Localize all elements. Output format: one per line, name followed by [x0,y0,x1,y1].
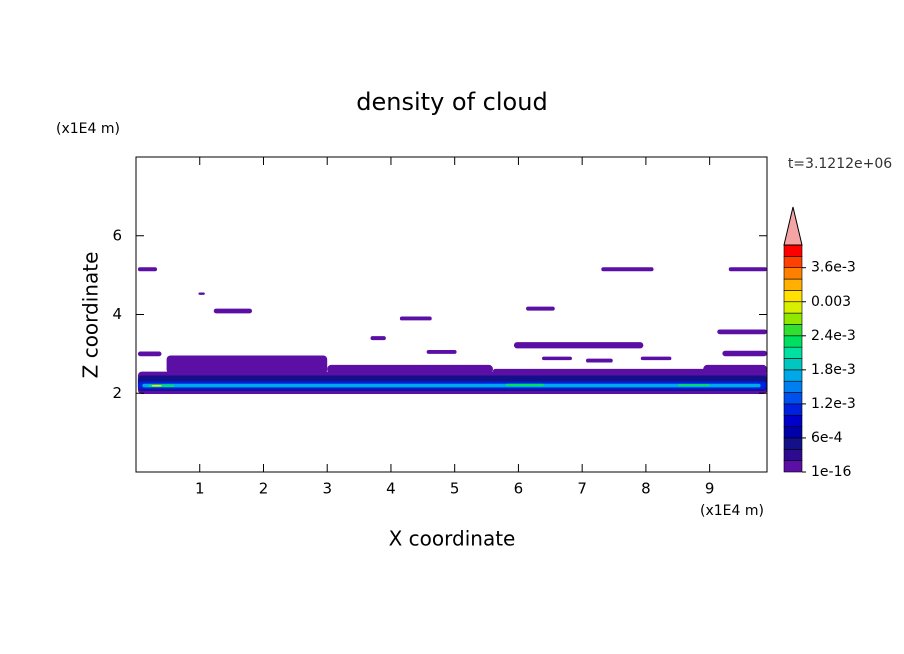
y-tick-label: 4 [112,305,122,323]
colorbar-band [783,335,803,348]
colorbar-tick-label: 1e-16 [811,464,851,480]
chart-title: density of cloud [356,88,547,116]
contour-region [717,329,767,335]
contour-region [601,267,654,272]
contour-region [542,356,572,361]
contour-region [198,292,205,295]
contour-region [370,336,386,341]
colorbar-band [783,256,803,269]
colorbar-band [783,369,803,382]
contour-region [703,364,767,374]
colorbar-tick-label: 1.2e-3 [811,396,856,412]
plot-frame [135,156,768,473]
y-axis-label: Z coordinate [79,252,103,379]
x-unit: (x1E4 m) [700,503,764,519]
colorbar-band [783,448,803,461]
contour-region [166,355,328,374]
x-tick-label: 3 [322,480,332,498]
contour-region [137,351,162,357]
colorbar-band [783,278,803,291]
contour-region [677,384,710,387]
colorbar-tick-label: 2.4e-3 [811,328,856,344]
colorbar-band [783,414,803,427]
contour-region [728,267,767,272]
contour-region [722,350,767,357]
x-axis-label: X coordinate [389,527,516,551]
contour-region [151,384,162,387]
y-unit: (x1E4 m) [56,121,120,137]
contour-region [505,383,544,387]
x-tick-label: 6 [514,480,524,498]
contour-region [142,383,761,388]
colorbar-band [783,346,803,359]
y-tick-label: 2 [112,384,122,402]
colorbar-band [783,301,803,314]
colorbar-band [783,290,803,303]
colorbar-band [783,244,803,257]
colorbar-tick-label: 0.003 [811,294,851,310]
y-tick-label: 6 [112,226,122,244]
x-tick-label: 2 [259,480,269,498]
colorbar-band [783,392,803,405]
x-tick-label: 9 [705,480,715,498]
colorbar-band [783,267,803,280]
x-tick-label: 4 [386,480,396,498]
contour-region [426,349,457,354]
time-annotation: t=3.1212e+06 [788,156,892,172]
colorbar-band [783,358,803,371]
contour-region [213,308,253,314]
x-tick-label: 5 [450,480,460,498]
contour-region [585,358,613,363]
colorbar-extend [783,206,803,246]
colorbar-band [783,403,803,416]
contour-region [399,316,432,321]
colorbar-band [783,460,803,473]
colorbar-band [783,426,803,439]
contour-region [327,364,493,374]
colorbar-tick-label: 1.8e-3 [811,362,856,378]
colorbar-band [783,437,803,450]
x-tick-label: 1 [195,480,205,498]
colorbar-tick-label: 6e-4 [811,430,843,446]
x-tick-label: 8 [641,480,651,498]
contour-region [640,356,672,361]
x-tick-label: 7 [577,480,587,498]
colorbar-band [783,312,803,325]
contour-region [526,306,555,311]
contour-region [137,267,158,272]
colorbar-band [783,380,803,393]
colorbar-tick-label: 3.6e-3 [811,260,856,276]
contour-region [513,342,644,349]
colorbar-band [783,324,803,337]
